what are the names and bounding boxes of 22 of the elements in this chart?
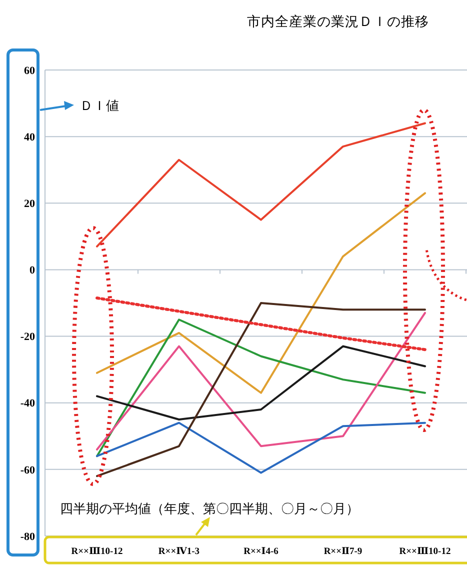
y-tick-label: -20 <box>20 331 36 344</box>
x-tick-label: R××Ⅱ7-9 <box>324 547 362 557</box>
annotation: 四半期の平均値（年度、第〇四半期、〇月～〇月） <box>60 501 359 516</box>
x-tick-label: R××Ⅰ4-6 <box>244 547 279 557</box>
y-tick-label: 20 <box>24 198 36 210</box>
annotation: ＤＩ値 <box>80 98 119 113</box>
line-series <box>96 302 426 478</box>
y-tick-label: -40 <box>20 398 36 410</box>
x-tick-label: R××Ⅲ10-12 <box>71 547 123 557</box>
y-tick-label: 40 <box>24 131 36 144</box>
y-tick-label: 0 <box>30 264 36 277</box>
line-series <box>96 122 426 248</box>
chart-title: 市内全産業の業況ＤＩの推移 <box>247 14 429 29</box>
line-series <box>96 192 426 394</box>
y-tick-label: 60 <box>24 64 36 77</box>
y-tick-label: -80 <box>20 530 36 543</box>
line-series <box>96 422 426 474</box>
x-tick-label: R××Ⅳ1-3 <box>158 547 200 557</box>
line-series <box>96 296 426 352</box>
line-series <box>96 345 426 420</box>
x-tick-label: R××Ⅲ10-12 <box>399 547 451 557</box>
y-tick-label: -60 <box>20 464 36 476</box>
